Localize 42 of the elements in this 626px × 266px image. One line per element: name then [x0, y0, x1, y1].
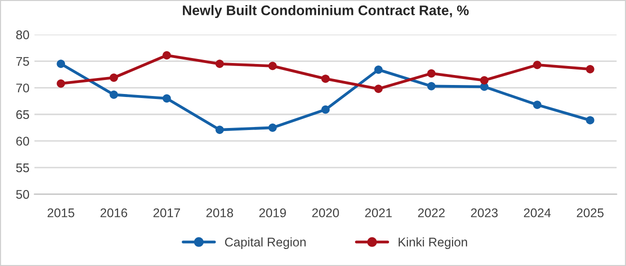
x-tick-label: 2017	[153, 208, 180, 218]
legend-label: Kinki Region	[398, 237, 468, 249]
chart-title: Newly Built Condominium Contract Rate, %	[182, 5, 469, 18]
point	[427, 69, 436, 78]
point	[586, 116, 594, 124]
point	[162, 51, 171, 60]
point	[110, 90, 118, 99]
point	[110, 74, 118, 82]
x-tick-label: 2015	[48, 208, 74, 218]
point	[427, 82, 436, 90]
point	[268, 62, 277, 70]
y-tick-label: 75	[16, 57, 30, 66]
point	[480, 76, 488, 84]
point	[268, 124, 277, 132]
x-tick-label: 2019	[259, 208, 286, 218]
point	[533, 60, 542, 70]
point	[56, 60, 66, 68]
y-tick-label: 50	[16, 190, 30, 199]
y-tick-label: 70	[16, 84, 30, 92]
x-tick-label: 2025	[576, 208, 604, 218]
point	[374, 84, 383, 94]
x-tick-label: 2024	[524, 208, 551, 218]
x-tick-label: 2023	[471, 208, 498, 218]
x-tick-label: 2018	[206, 208, 234, 218]
x-tick-label: 2022	[418, 208, 445, 218]
y-tick-label: 60	[16, 136, 30, 146]
point	[56, 79, 66, 88]
y-tick-label: 55	[16, 164, 30, 172]
x-tick-label: 2021	[365, 208, 392, 218]
point	[586, 64, 594, 74]
point	[321, 105, 330, 114]
point	[216, 60, 224, 68]
point	[374, 66, 383, 74]
legend-label: Capital Region	[225, 237, 306, 249]
x-tick-label: 2020	[312, 208, 339, 218]
y-tick-label: 80	[16, 30, 30, 40]
point	[533, 100, 542, 109]
y-tick-label: 65	[16, 110, 30, 120]
x-tick-label: 2016	[100, 208, 128, 218]
point	[216, 126, 224, 134]
point	[321, 74, 330, 83]
point	[162, 94, 171, 103]
